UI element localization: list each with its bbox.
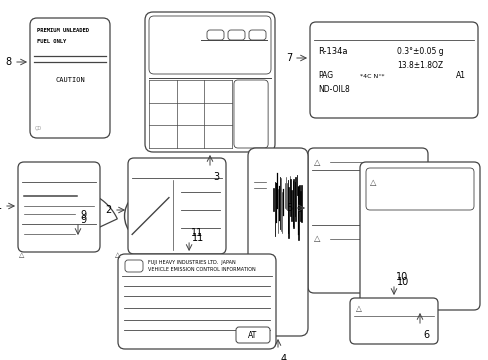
Text: 10: 10	[395, 272, 407, 282]
FancyBboxPatch shape	[128, 158, 225, 254]
Text: △: △	[355, 303, 361, 312]
FancyBboxPatch shape	[227, 30, 244, 40]
FancyBboxPatch shape	[307, 148, 427, 293]
Bar	[272, 308, 275, 326]
FancyBboxPatch shape	[18, 162, 100, 252]
Text: 2: 2	[105, 205, 112, 215]
FancyBboxPatch shape	[309, 22, 477, 118]
Bar	[268, 308, 270, 326]
Text: △: △	[19, 252, 24, 258]
Text: 6: 6	[422, 330, 428, 340]
Text: △: △	[115, 252, 121, 258]
Text: AT: AT	[248, 330, 257, 339]
Text: △: △	[313, 158, 320, 166]
Text: 4: 4	[281, 354, 286, 360]
Bar	[289, 308, 291, 326]
FancyBboxPatch shape	[30, 18, 110, 138]
Text: 0.3°±0.05 g: 0.3°±0.05 g	[397, 47, 443, 56]
FancyBboxPatch shape	[247, 148, 307, 336]
FancyBboxPatch shape	[236, 327, 269, 343]
Text: 9: 9	[80, 215, 86, 225]
Bar	[260, 308, 262, 326]
FancyBboxPatch shape	[349, 298, 437, 344]
Text: 3: 3	[213, 172, 219, 182]
Bar	[256, 308, 258, 326]
Text: 7: 7	[285, 53, 291, 63]
Text: PAG: PAG	[317, 71, 332, 80]
Text: CAUTION: CAUTION	[55, 77, 85, 83]
Text: *4C N°*: *4C N°*	[359, 74, 384, 79]
Text: △: △	[369, 177, 376, 186]
Bar	[264, 308, 266, 326]
Bar	[253, 166, 264, 178]
Text: 9: 9	[80, 210, 86, 220]
Text: 1: 1	[0, 201, 2, 211]
FancyBboxPatch shape	[359, 162, 479, 310]
Text: ND-OIL8: ND-OIL8	[317, 85, 349, 94]
Text: FUEL ONLY: FUEL ONLY	[37, 39, 66, 44]
Bar	[293, 308, 296, 326]
Text: 10: 10	[396, 277, 408, 287]
Text: 11: 11	[191, 228, 203, 238]
Bar	[281, 308, 283, 326]
Text: 11: 11	[192, 233, 204, 243]
Text: VEHICLE EMISSION CONTROL INFORMATION: VEHICLE EMISSION CONTROL INFORMATION	[148, 267, 255, 272]
FancyBboxPatch shape	[233, 80, 267, 148]
FancyBboxPatch shape	[206, 30, 224, 40]
Text: ÇD: ÇD	[35, 126, 42, 131]
Bar	[276, 308, 279, 326]
Text: FUJI HEAVY INDUSTRIES LTD.  JAPAN: FUJI HEAVY INDUSTRIES LTD. JAPAN	[148, 260, 235, 265]
FancyBboxPatch shape	[248, 30, 265, 40]
FancyBboxPatch shape	[365, 168, 473, 210]
Text: 8: 8	[6, 57, 12, 67]
Text: 13.8±1.8OZ: 13.8±1.8OZ	[397, 61, 443, 70]
Text: △: △	[313, 234, 320, 243]
Text: R-134a: R-134a	[317, 47, 347, 56]
FancyBboxPatch shape	[118, 254, 275, 349]
FancyBboxPatch shape	[145, 12, 274, 152]
Text: PREMIUM UNLEADED: PREMIUM UNLEADED	[37, 28, 89, 33]
Text: 5: 5	[285, 203, 291, 213]
Text: A1: A1	[455, 71, 465, 80]
FancyBboxPatch shape	[149, 16, 270, 74]
Bar	[285, 308, 287, 326]
FancyBboxPatch shape	[125, 260, 142, 272]
